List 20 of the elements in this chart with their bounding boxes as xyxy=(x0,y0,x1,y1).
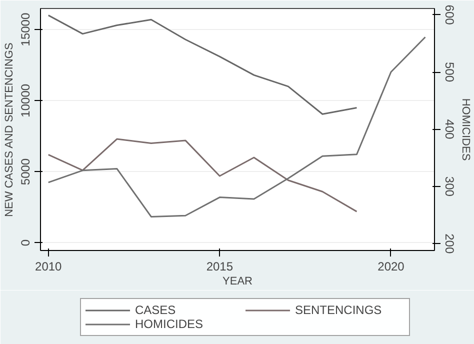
legend-label: HOMICIDES xyxy=(135,317,204,331)
y2-tick-label: 400 xyxy=(442,119,456,140)
y2-tick-label: 300 xyxy=(442,176,456,197)
y-tick-label: 15000 xyxy=(18,12,32,46)
y-tick-label: 0 xyxy=(18,239,32,246)
x-axis-title: YEAR xyxy=(222,276,253,288)
y2-tick-label: 200 xyxy=(442,234,456,254)
line-series xyxy=(48,14,358,115)
y-axis-title: NEW CASES AND SENTENCINGS xyxy=(4,42,16,217)
legend-label: CASES xyxy=(135,303,177,317)
x-tick-label: 2020 xyxy=(378,260,405,274)
y2-tick-label: 500 xyxy=(442,62,456,82)
y-tick-label: 10000 xyxy=(18,84,32,118)
line-series xyxy=(48,36,426,218)
legend-label: SENTENCINGS xyxy=(295,303,383,317)
x-tick-label: 2015 xyxy=(206,260,234,274)
y2-axis-title: HOMICIDES xyxy=(460,98,472,161)
y2-tick-label: 600 xyxy=(442,4,456,26)
y-tick-label: 5000 xyxy=(18,158,32,186)
x-tick-label: 2010 xyxy=(35,260,62,274)
